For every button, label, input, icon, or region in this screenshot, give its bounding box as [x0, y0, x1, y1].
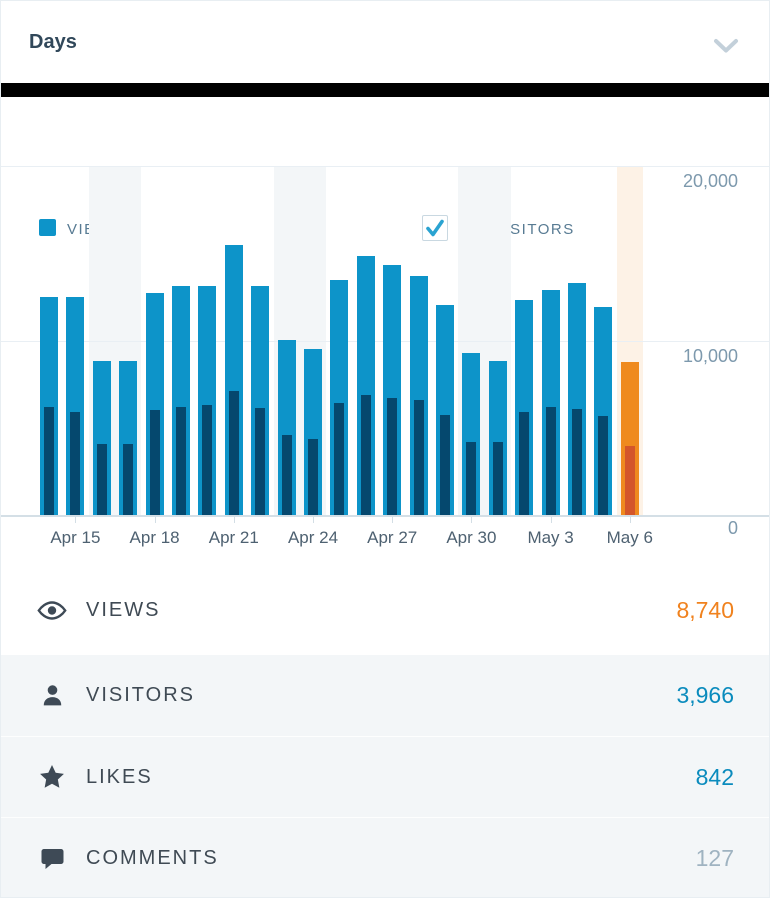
- bar-visitors-apr-20[interactable]: [202, 405, 213, 515]
- bar-visitors-apr-30[interactable]: [466, 442, 477, 515]
- visitors-checkbox[interactable]: [422, 215, 448, 241]
- x-label-apr-30: Apr 30: [446, 528, 497, 547]
- bar-visitors-apr-14[interactable]: [44, 407, 54, 515]
- x-tick-apr-27: [392, 516, 394, 523]
- row-label-visitors: VISITORS: [86, 684, 195, 706]
- x-label-apr-18: Apr 18: [129, 528, 180, 547]
- bar-visitors-may-6[interactable]: [624, 446, 635, 515]
- views-legend-swatch: [39, 219, 56, 236]
- bar-visitors-apr-26[interactable]: [360, 395, 371, 515]
- x-label-may-3: May 3: [527, 528, 574, 547]
- summary-row-visitors[interactable]: VISITORS 3,966: [1, 655, 769, 736]
- eye-icon: [37, 601, 67, 620]
- row-value-views: 8,740: [676, 597, 734, 623]
- bar-visitors-apr-27[interactable]: [387, 398, 398, 515]
- row-label-views: VIEWS: [86, 599, 161, 621]
- bar-visitors-may-4[interactable]: [572, 409, 582, 515]
- x-axis-line: [1, 515, 769, 517]
- x-label-may-6: May 6: [606, 528, 653, 547]
- summary-row-comments[interactable]: COMMENTS 127: [1, 817, 769, 897]
- summary-row-likes[interactable]: LIKES 842: [1, 736, 769, 817]
- x-tick-may-6: [629, 516, 631, 523]
- bar-visitors-may-3[interactable]: [545, 407, 556, 515]
- y-label-10000: 10,000: [682, 345, 738, 366]
- x-tick-apr-18: [154, 516, 156, 523]
- x-label-apr-21: Apr 21: [208, 528, 259, 547]
- period-title: Days: [29, 31, 77, 53]
- summary-row-views[interactable]: VIEWS 8,740: [1, 566, 769, 655]
- bar-visitors-apr-15[interactable]: [70, 412, 81, 515]
- bar-visitors-apr-23[interactable]: [281, 435, 292, 515]
- x-tick-apr-24: [313, 516, 314, 523]
- bar-visitors-apr-18[interactable]: [149, 410, 160, 515]
- bar-visitors-may-5[interactable]: [598, 416, 609, 515]
- star-icon: [40, 764, 64, 788]
- x-tick-apr-30: [471, 516, 473, 523]
- bar-visitors-apr-22[interactable]: [255, 408, 266, 515]
- row-value-comments: 127: [695, 845, 734, 871]
- checkmark-icon: [426, 219, 444, 236]
- period-header[interactable]: Days: [1, 1, 769, 83]
- bar-visitors-may-1[interactable]: [492, 442, 503, 515]
- x-tick-apr-21: [233, 516, 235, 523]
- y-label-0: 0: [727, 518, 738, 538]
- bar-visitors-apr-21[interactable]: [228, 391, 239, 515]
- row-value-likes: 842: [695, 763, 734, 790]
- bar-visitors-apr-16[interactable]: [96, 444, 107, 515]
- row-label-likes: LIKES: [86, 765, 153, 788]
- bar-visitors-apr-28[interactable]: [413, 400, 424, 515]
- x-tick-apr-15: [75, 516, 77, 523]
- bar-visitors-apr-25[interactable]: [334, 403, 345, 515]
- x-label-apr-15: Apr 15: [50, 528, 101, 547]
- row-value-visitors: 3,966: [676, 682, 734, 708]
- person-icon: [43, 685, 61, 706]
- bar-chart: Apr 15 Apr 18 Apr 21 Apr 24 Apr 27 Apr 30 May …: [1, 1, 769, 566]
- x-tick-may-3: [550, 516, 552, 523]
- bar-visitors-apr-17[interactable]: [123, 444, 134, 515]
- visitors-legend-label[interactable]: VISITORS: [493, 221, 575, 238]
- row-label-comments: COMMENTS: [86, 847, 219, 869]
- bar-visitors-may-2[interactable]: [519, 412, 530, 515]
- x-label-apr-24: Apr 24: [287, 528, 339, 547]
- chevron-down-icon[interactable]: [713, 38, 739, 54]
- bar-visitors-apr-29[interactable]: [440, 415, 450, 515]
- bar-visitors-apr-19[interactable]: [176, 407, 186, 515]
- gridline-20000: [1, 166, 769, 167]
- y-label-20000: 20,000: [682, 171, 738, 191]
- comment-icon: [41, 848, 63, 869]
- divider-bar: [1, 83, 769, 97]
- bar-visitors-apr-24[interactable]: [308, 439, 318, 515]
- x-label-apr-27: Apr 27: [367, 528, 418, 547]
